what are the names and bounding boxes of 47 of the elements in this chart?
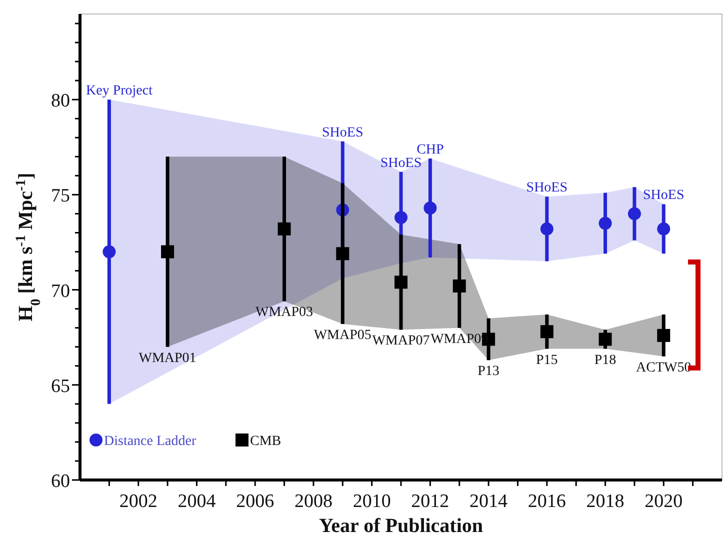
annotation: P18 bbox=[594, 352, 616, 368]
x-tick-label: 2010 bbox=[352, 491, 391, 512]
annotation: WMAP03 bbox=[255, 305, 314, 320]
x-axis-title: Year of Publication bbox=[318, 515, 484, 537]
point bbox=[657, 328, 670, 342]
x-tick-label: 2018 bbox=[586, 491, 624, 512]
point bbox=[336, 247, 350, 260]
point bbox=[628, 207, 641, 220]
point bbox=[452, 279, 466, 292]
legend-label: Distance Ladder bbox=[104, 434, 196, 449]
point bbox=[424, 202, 437, 215]
x-tick-label: 2020 bbox=[644, 491, 683, 512]
point bbox=[394, 276, 408, 289]
annotation: P13 bbox=[478, 364, 500, 380]
annotation: WMAP07 bbox=[372, 334, 430, 349]
annotation: SHoES bbox=[526, 180, 568, 196]
point bbox=[657, 222, 670, 236]
point bbox=[278, 222, 291, 236]
x-tick-label: 2014 bbox=[470, 491, 508, 512]
y-tick-label: 75 bbox=[51, 186, 70, 207]
annotation: Key Project bbox=[86, 84, 153, 99]
point bbox=[102, 245, 116, 258]
legend-label: CMB bbox=[250, 434, 282, 449]
y-tick-label: 60 bbox=[51, 471, 70, 492]
point bbox=[598, 216, 612, 230]
annotation: SHoES bbox=[643, 188, 684, 204]
x-tick-label: 2006 bbox=[236, 491, 274, 512]
y-tick-label: 70 bbox=[51, 280, 70, 302]
x-tick-label: 2008 bbox=[294, 491, 332, 512]
annotation: ACTW50 bbox=[636, 360, 692, 376]
x-tick-label: 2004 bbox=[178, 491, 216, 512]
point bbox=[540, 222, 554, 236]
annotation: P15 bbox=[536, 352, 558, 368]
annotation: SHoES bbox=[322, 125, 364, 140]
annotation: WMAP05 bbox=[314, 328, 372, 344]
annotation: SHoES bbox=[380, 156, 422, 171]
point bbox=[161, 245, 174, 258]
point bbox=[394, 211, 408, 224]
annotation: WMAP01 bbox=[138, 350, 196, 366]
y-tick-label: 80 bbox=[51, 90, 70, 112]
x-tick-label: 2016 bbox=[528, 491, 566, 512]
point bbox=[598, 332, 612, 346]
point bbox=[540, 325, 554, 338]
y-tick-label: 65 bbox=[51, 376, 70, 397]
annotation: CHP bbox=[416, 142, 444, 158]
x-tick-label: 2002 bbox=[119, 491, 158, 512]
x-tick-label: 2012 bbox=[411, 491, 450, 512]
